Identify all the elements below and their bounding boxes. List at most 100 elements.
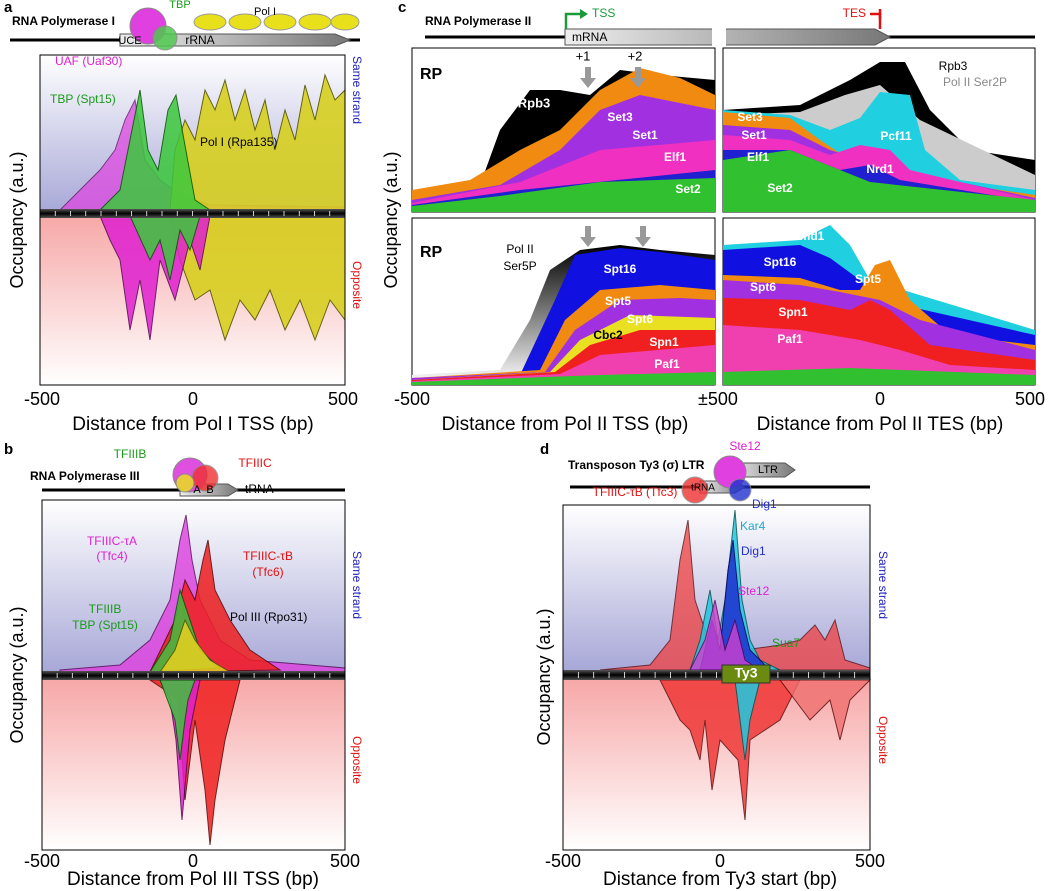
y-label: Occupancy (a.u.): [7, 606, 27, 743]
letter: d: [540, 441, 549, 458]
y-label: Occupancy (a.u.): [7, 151, 27, 288]
bottom-right-label: Paf1: [777, 332, 803, 346]
x-ticks-label: -500: [24, 389, 60, 409]
annotations-label: TFIIIB: [89, 602, 122, 616]
x-ticks-label: -500: [545, 851, 581, 871]
x-label: Distance from Pol III TSS (bp): [67, 869, 319, 890]
bottom-left-label: Cbc2: [593, 328, 623, 342]
x-ticks-label: 0: [875, 389, 885, 409]
x-ticks-label: 0: [188, 851, 198, 871]
diagram-label: Pol I: [254, 6, 276, 18]
bottom-left-label: Ser5P: [503, 259, 536, 273]
top-right-label: Elf1: [747, 150, 769, 164]
annotations-label: Ste12: [738, 584, 770, 598]
bottom-right-label: Smd1: [792, 229, 825, 243]
annotations-label: Ty3: [734, 665, 757, 681]
bottom-left-label: RP: [420, 244, 443, 261]
x-ticks-label: 500: [328, 389, 358, 409]
annotations-label: TFIIIC-τA: [87, 534, 137, 548]
title: RNA Polymerase III: [30, 469, 140, 483]
strands-label: Opposite: [350, 736, 364, 784]
letter: c: [398, 0, 406, 16]
annotations-label: UAF (Uaf30): [55, 54, 122, 68]
top-right-label: Set3: [737, 110, 763, 124]
diagram-label: TES: [843, 6, 866, 20]
x-ticks-label: 0: [188, 389, 198, 409]
diagram-label: tRNA: [691, 483, 715, 494]
bottom-left-label: Spn1: [649, 335, 679, 349]
annotations-label: (Tfc6): [252, 565, 283, 579]
diagram-label: TFIIIC-τB (Tfc3): [593, 485, 678, 499]
diagram-label: TFIIIB: [114, 447, 147, 461]
diagram-label: Ste12: [729, 439, 761, 453]
diagram-label: LTR: [758, 464, 778, 476]
diagram-label: +1: [576, 48, 591, 63]
annotations-label: TFIIIC-τB: [243, 549, 293, 563]
diagram-label: UCE: [118, 35, 141, 47]
x-ticks-label: -500: [394, 389, 430, 409]
x-ticks-label: -500: [24, 851, 60, 871]
panel-b: [41, 457, 346, 851]
x-labels-label: Distance from Pol II TES (bp): [757, 414, 1004, 435]
bottom-left-label: Spt5: [605, 294, 631, 308]
title: RNA Polymerase II: [425, 14, 531, 28]
strands-label: Same strand: [350, 551, 364, 619]
diagram-label: tRNA: [245, 482, 274, 496]
top-left-label: Set3: [607, 110, 633, 124]
bottom-right-label: Spn1: [778, 305, 808, 319]
annotations-label: TBP (Spt15): [72, 618, 138, 632]
top-right-label: Pcf11: [880, 129, 912, 143]
bottom-left-label: Spt16: [604, 262, 637, 276]
x-ticks-label: 0: [715, 851, 725, 871]
diagram-label: TFIIIC: [238, 456, 272, 470]
top-left-label: Elf1: [664, 150, 686, 164]
x-ticks-label: ±500: [698, 389, 738, 409]
panel-c: [411, 9, 1036, 386]
title: RNA Polymerase I: [12, 14, 115, 28]
x-label: Distance from Ty3 start (bp): [603, 869, 837, 890]
x-labels-label: Distance from Pol II TSS (bp): [442, 414, 689, 435]
y-label: Occupancy (a.u.): [381, 151, 401, 288]
bottom-right-label: Spt6: [750, 280, 776, 294]
strands-label: Opposite: [350, 261, 364, 309]
bottom-left-label: Paf1: [654, 357, 680, 371]
diagram-label: A: [193, 484, 201, 496]
title: Transposon Ty3 (σ) LTR: [568, 458, 705, 472]
top-right-label: Set2: [767, 181, 793, 195]
top-left-label: RP: [420, 66, 443, 83]
top-left-label: Rpb3: [518, 95, 551, 110]
panel-d: [562, 455, 872, 851]
diagram-label: rRNA: [185, 33, 214, 47]
annotations-label: Sua7: [772, 636, 800, 650]
diagram-label: +2: [628, 48, 643, 63]
annotations-label: (Tfc4): [96, 549, 127, 563]
bottom-left-label: Pol II: [506, 242, 533, 256]
strands-label: Same strand: [350, 56, 364, 124]
letter: b: [4, 441, 13, 458]
bottom-right-label: Spt16: [764, 255, 797, 269]
x-ticks-label: 500: [1015, 389, 1045, 409]
diagram-label: Dig1: [752, 497, 777, 511]
strands-label: Opposite: [876, 716, 890, 764]
diagram-label: mRNA: [572, 30, 607, 44]
annotations-label: TBP (Spt15): [50, 92, 116, 106]
letter: a: [4, 0, 13, 16]
bottom-left-label: Spt6: [627, 312, 653, 326]
annotations-label: Dig1: [741, 544, 766, 558]
annotations-label: Kar4: [740, 519, 766, 533]
y-label: Occupancy (a.u.): [534, 608, 554, 745]
top-right-label: Rpb3: [939, 59, 968, 73]
annotations-label: Pol I (Rpa135): [200, 135, 277, 149]
top-left-label: Set2: [675, 182, 701, 196]
strands-label: Same strand: [876, 551, 890, 619]
x-label: Distance from Pol I TSS (bp): [72, 414, 313, 435]
panel-a: [10, 7, 360, 386]
x-ticks-label: 500: [855, 851, 885, 871]
top-right-label: Set1: [741, 128, 767, 142]
top-right-label: Pol II Ser2P: [943, 75, 1007, 89]
top-right-label: Nrd1: [866, 162, 894, 176]
x-ticks-label: 500: [330, 851, 360, 871]
annotations-label: Pol III (Rpo31): [230, 610, 307, 624]
diagram-label: TSS: [592, 6, 615, 20]
diagram-label: TBP: [169, 0, 190, 11]
